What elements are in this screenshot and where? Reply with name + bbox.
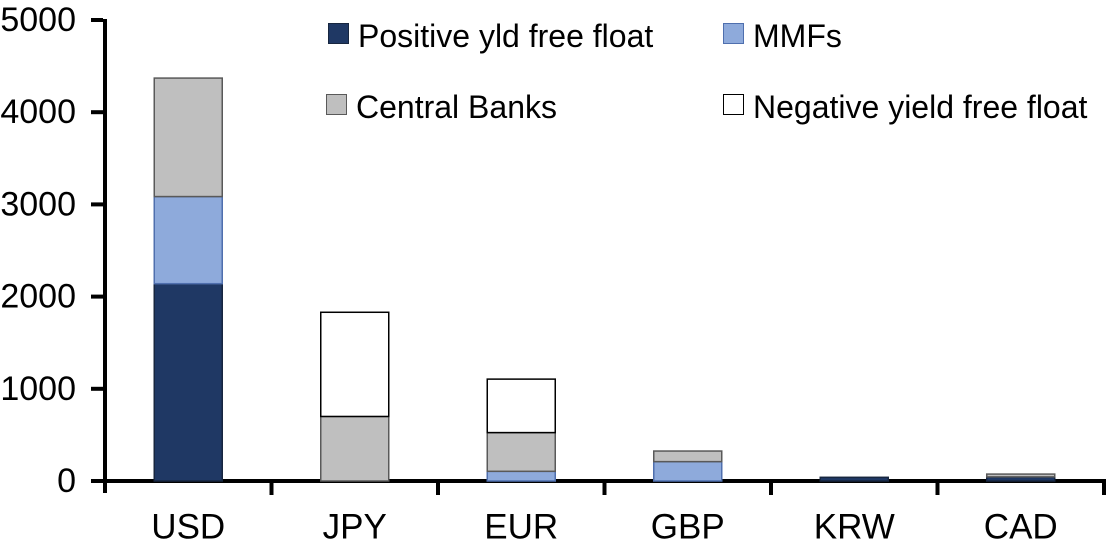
bar-segment [486,431,556,473]
legend-label-central-banks: Central Banks [356,89,557,125]
x-axis-tick [602,483,607,495]
legend-item-positive-yld-free-float: Positive yld free float [328,20,653,53]
x-axis-tick [769,483,773,495]
legend-swatch-mmfs [723,23,744,44]
bar-segment [320,311,390,418]
bar-segment [819,476,889,482]
legend-item-negative-yield-free-float: Negative yield free float [723,91,1087,124]
legend-swatch-central-banks [326,94,347,115]
bar-segment [653,450,723,463]
bar-segment [153,195,223,285]
y-axis-tick [91,386,103,391]
x-axis-tick [935,483,940,495]
x-axis-category-label: EUR [484,508,558,547]
bar-segment [486,470,556,482]
x-axis-line [103,479,1106,483]
bar-segment [653,460,723,482]
legend-item-mmfs: MMFs [723,20,842,53]
y-axis-tick-label: 0 [57,462,76,500]
y-axis-tick [91,18,103,22]
x-axis-tick [269,483,274,495]
y-axis-tick [91,202,103,207]
legend-label-mmfs: MMFs [753,18,842,54]
legend-item-central-banks: Central Banks [326,91,557,124]
x-axis-category-label: GBP [651,508,725,547]
x-axis-tick [436,483,440,495]
bar-segment [986,473,1056,478]
x-axis-category-label: USD [151,508,225,547]
legend-label-negative-yield-free-float: Negative yield free float [753,89,1088,125]
x-axis-category-label: CAD [984,508,1058,547]
x-axis-category-label: KRW [814,508,895,547]
x-axis-tick [1102,483,1106,495]
y-axis-line [103,19,107,493]
y-axis-tick [91,110,103,115]
y-axis-tick [91,294,103,299]
y-axis-tick-label: 1000 [0,370,76,408]
bar-segment [486,378,556,434]
legend-label-positive-yld-free-float: Positive yld free float [358,18,654,54]
legend-swatch-positive-yld-free-float [328,23,349,44]
y-axis-tick-label: 4000 [0,93,76,131]
legend-swatch-negative-yield-free-float [723,94,744,115]
bar-segment [153,282,223,482]
bar-segment [320,415,390,482]
y-axis-tick-label: 3000 [0,185,76,223]
y-axis-tick [91,479,103,483]
y-axis-tick-label: 2000 [0,278,76,316]
bar-segment [153,77,223,198]
y-axis-tick-label: 5000 [0,1,76,39]
x-axis-category-label: JPY [323,508,387,547]
